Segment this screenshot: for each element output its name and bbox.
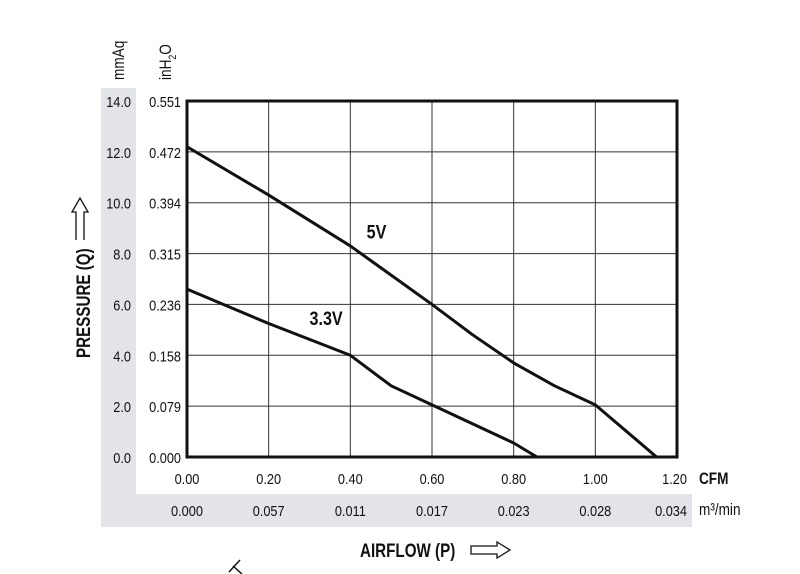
x-tick-label: 1.00	[583, 470, 608, 487]
x2-tick-label: 0.023	[498, 502, 530, 519]
y-tick-label: 14.0	[106, 93, 131, 110]
y-unit-band	[101, 88, 136, 527]
series-line-3-3V	[186, 287, 538, 459]
y-unit-mmaq: mmAq	[110, 41, 129, 80]
y2-tick-label: 0.315	[149, 246, 181, 263]
x-axis-arrow-icon	[470, 540, 512, 560]
y-tick-label: 0.0	[113, 449, 131, 466]
x2-unit-band	[101, 494, 692, 527]
x2-tick-label: 0.034	[655, 502, 687, 519]
x-tick-label: 0.40	[338, 470, 363, 487]
y2-tick-label: 0.236	[149, 296, 181, 313]
x-tick-label: 0.80	[501, 470, 526, 487]
y2-tick-label: 0.472	[149, 144, 181, 161]
x-tick-label: 0.60	[420, 470, 445, 487]
y2-tick-label: 0.079	[149, 398, 181, 415]
x2-tick-label: 0.017	[416, 502, 448, 519]
x2-unit-m3min: m³/min	[699, 501, 741, 520]
y-tick-label: 10.0	[106, 195, 131, 212]
x2-tick-label: 0.057	[253, 502, 285, 519]
x2-tick-label: 0.028	[579, 502, 611, 519]
x-tick-label: 0.00	[175, 470, 200, 487]
x-tick-label: 0.20	[256, 470, 281, 487]
x2-tick-label: 0.000	[171, 502, 203, 519]
series-line-5V	[186, 145, 658, 459]
x-unit-cfm: CFM	[699, 470, 728, 489]
y2-tick-label: 0.394	[149, 195, 181, 212]
y-axis-arrow-icon	[70, 196, 90, 240]
series-label: 3.3V	[310, 308, 343, 330]
x-tick-label: 1.20	[662, 470, 687, 487]
y-tick-label: 2.0	[113, 398, 131, 415]
y-unit-inh2o: inH2O	[157, 44, 180, 80]
y-axis-title: PRESSURE (Q)	[72, 248, 94, 358]
stray-mark	[228, 559, 243, 574]
y2-tick-label: 0.551	[149, 93, 181, 110]
x-axis-title: AIRFLOW (P)	[360, 539, 455, 561]
y-tick-label: 4.0	[113, 347, 131, 364]
y-tick-label: 6.0	[113, 296, 131, 313]
y2-tick-label: 0.000	[149, 449, 181, 466]
plot-frame	[185, 99, 679, 459]
y-tick-label: 8.0	[113, 246, 131, 263]
y-tick-label: 12.0	[106, 144, 131, 161]
x2-tick-label: 0.011	[335, 502, 366, 519]
series-label: 5V	[367, 221, 387, 243]
y2-tick-label: 0.158	[149, 347, 181, 364]
